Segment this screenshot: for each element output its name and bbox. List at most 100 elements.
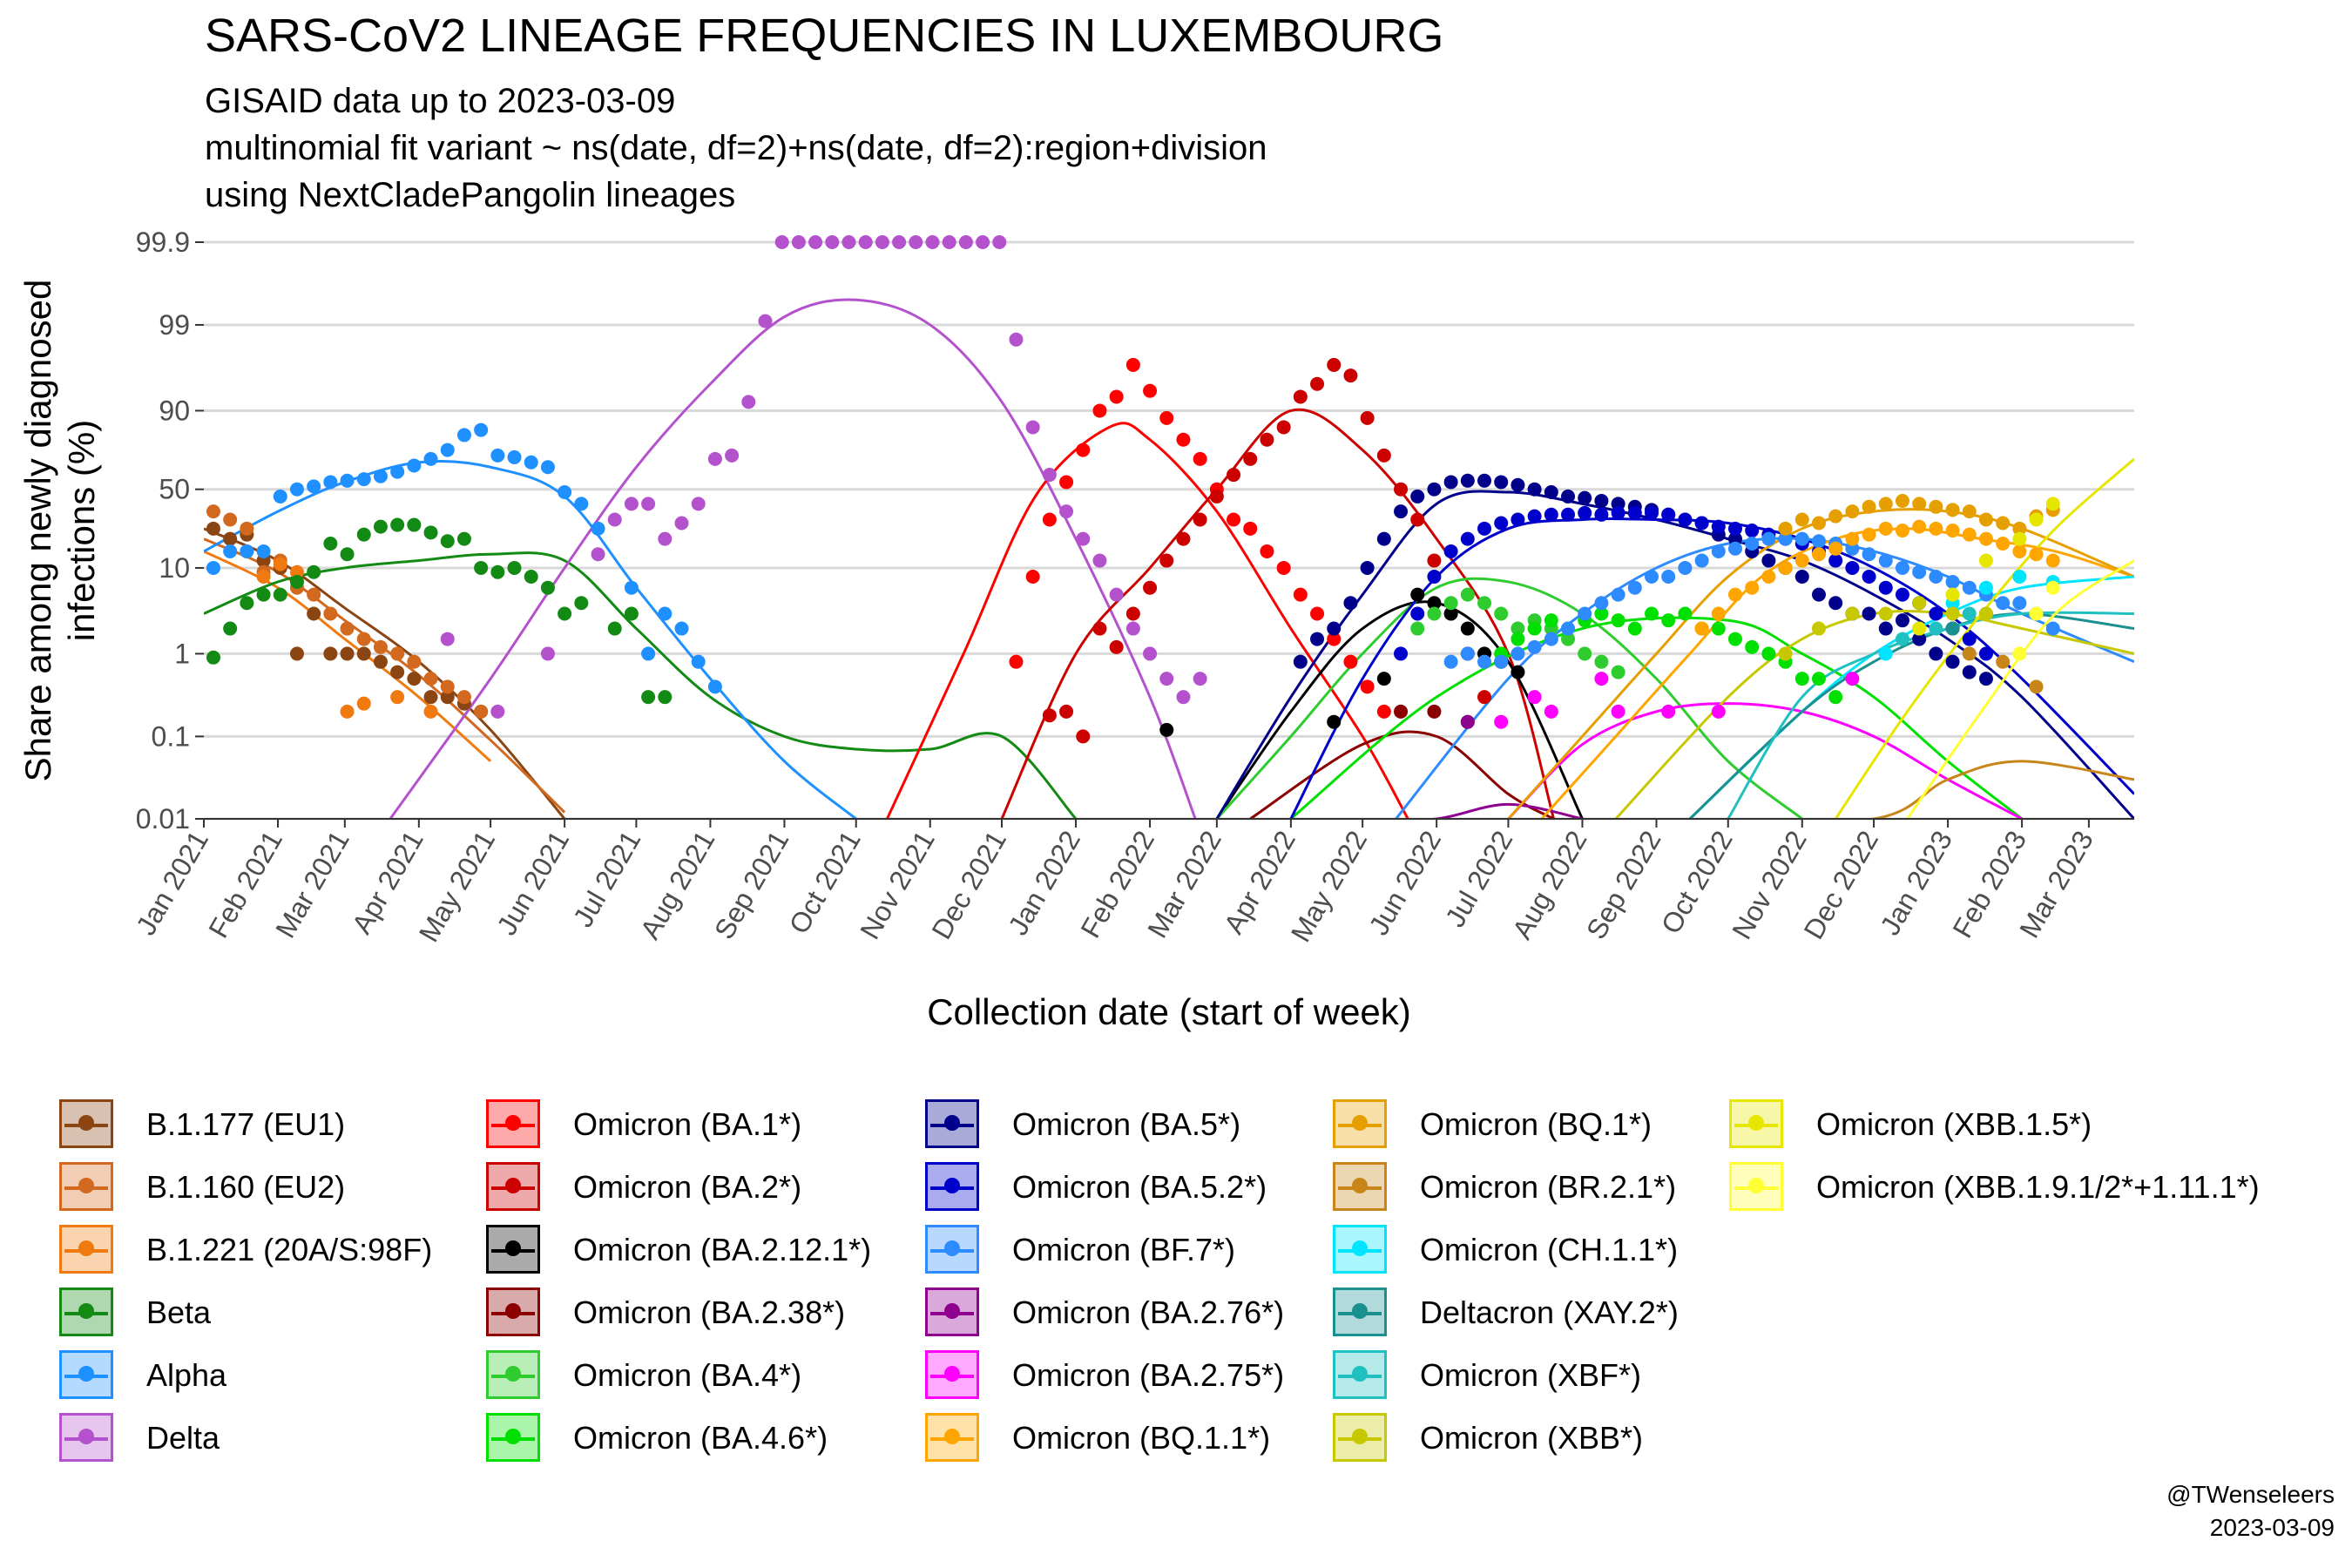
data-point-omicron-bf-7: [1996, 596, 2011, 611]
data-point-omicron-ba-2-12-1: [1460, 621, 1475, 636]
legend-key: [486, 1350, 540, 1399]
data-point-omicron-ba-2: [1293, 389, 1308, 404]
fit-line-omicron-ba-5-2: [1289, 517, 2134, 819]
data-point-delta: [490, 704, 505, 719]
data-point-delta: [1159, 672, 1174, 686]
data-point-omicron-ba-2-38: [1394, 704, 1409, 719]
data-point-omicron-ba-5-2: [1962, 632, 1977, 646]
legend-label: Beta: [146, 1294, 212, 1330]
fit-line-omicron-ba-4-6: [1289, 616, 2024, 819]
data-point-omicron-bq-1-1: [1711, 606, 1726, 621]
data-point-beta: [206, 650, 220, 665]
data-point-b-1-177-eu1: [440, 690, 455, 705]
data-point-omicron-bf-7: [1794, 531, 1809, 546]
data-point-omicron-bf-7: [1862, 547, 1876, 562]
y-tick-label: 90: [159, 395, 190, 426]
legend-item-omicron-ba-2-75: Omicron (BA.2.75*): [925, 1350, 1343, 1413]
data-point-omicron-ba-2-75: [1711, 704, 1726, 719]
data-point-omicron-ba-5: [1427, 482, 1442, 497]
legend-key: [925, 1162, 979, 1211]
legend-item-beta: Beta: [59, 1288, 477, 1350]
data-point-b-1-177-eu1: [206, 521, 220, 536]
data-point-omicron-ba-2-75: [1845, 672, 1860, 686]
chart-title: SARS-CoV2 LINEAGE FREQUENCIES IN LUXEMBO…: [205, 10, 1444, 62]
legend-key: [486, 1288, 540, 1336]
data-point-omicron-ba-5-2: [1394, 646, 1409, 661]
data-point-alpha: [624, 580, 639, 595]
x-axis-title: Collection date (start of week): [927, 991, 1411, 1032]
data-point-beta: [223, 621, 238, 636]
data-point-b-1-160-eu2: [206, 504, 220, 519]
legend-item-b-1-160-eu2: B.1.160 (EU2): [59, 1162, 477, 1225]
y-tick-label: 99.9: [136, 226, 190, 258]
legend-key: [1333, 1350, 1387, 1399]
legend-label: Alpha: [146, 1357, 227, 1393]
data-point-omicron-bf-7: [1627, 580, 1642, 595]
x-tick-label: Jul 2022: [1439, 826, 1519, 933]
legend-key-dot: [78, 1303, 94, 1319]
legend-label: Omicron (BQ.1.1*): [1012, 1420, 1271, 1456]
legend-item-alpha: Alpha: [59, 1350, 477, 1413]
data-point-omicron-bq-1: [1929, 499, 1943, 514]
legend-label: B.1.221 (20A/S:98F): [146, 1232, 433, 1267]
data-point-b-1-160-eu2: [340, 621, 355, 636]
legend-key: [1729, 1162, 1783, 1211]
data-point-delta: [758, 314, 773, 328]
data-point-omicron-bq-1-1: [1845, 531, 1860, 546]
legend-label: Omicron (BQ.1*): [1420, 1106, 1652, 1142]
data-point-omicron-ba-4-6: [1745, 639, 1760, 654]
x-tick-label: Oct 2022: [1655, 826, 1739, 939]
data-point-b-1-177-eu1: [223, 531, 238, 546]
data-point-omicron-ba-2-12-1: [1427, 596, 1442, 611]
data-point-omicron-ba-5-2: [1929, 606, 1943, 621]
legend-item-omicron-ba-1: Omicron (BA.1*): [486, 1099, 904, 1162]
x-tick-label: Aug 2021: [634, 826, 721, 945]
data-point-delta: [858, 235, 873, 249]
legend-label: B.1.177 (EU1): [146, 1106, 346, 1142]
legend-key-dot: [78, 1366, 94, 1382]
data-point-alpha: [206, 560, 220, 575]
data-point-omicron-ba-5: [1511, 477, 1525, 492]
data-point-omicron-ba-4-6: [1761, 646, 1776, 661]
data-point-omicron-ba-1: [1343, 654, 1358, 669]
y-tick-label: 1: [174, 638, 190, 669]
legend-label: Omicron (BA.2.38*): [573, 1294, 846, 1330]
data-point-b-1-160-eu2: [307, 587, 321, 602]
data-point-delta: [925, 235, 940, 249]
data-point-omicron-ba-4: [1561, 632, 1576, 646]
data-point-omicron-ba-5-2: [1410, 606, 1425, 621]
data-point-omicron-ba-2-75: [1544, 704, 1558, 719]
x-tick-label: Aug 2022: [1506, 826, 1593, 945]
data-point-omicron-bq-1: [1978, 512, 1993, 527]
data-point-omicron-ba-5: [1811, 587, 1826, 602]
data-point-omicron-ba-2-75: [1611, 704, 1625, 719]
legend-item-omicron-ba-2-76: Omicron (BA.2.76*): [925, 1288, 1343, 1350]
legend-key: [59, 1288, 113, 1336]
legend-key-dot: [944, 1366, 960, 1382]
legend-key-dot: [505, 1429, 521, 1444]
data-point-omicron-ba-4-6: [1511, 632, 1525, 646]
data-point-omicron-ba-5-2: [1494, 516, 1509, 531]
data-point-omicron-ba-2-12-1: [1443, 606, 1458, 621]
y-tick-label: 99: [159, 309, 190, 341]
data-point-omicron-xbb-1-9-1-2-1-11-1: [2012, 646, 2027, 661]
data-point-omicron-ba-5-2: [1627, 505, 1642, 520]
data-point-b-1-177-eu1: [340, 646, 355, 661]
legend-key: [59, 1350, 113, 1399]
data-point-omicron-ba-5: [1945, 654, 1960, 669]
legend-key: [486, 1225, 540, 1274]
data-point-omicron-ba-5: [1343, 596, 1358, 611]
legend-item-omicron-xbb: Omicron (XBB*): [1333, 1413, 1751, 1476]
x-tick-label: Apr 2021: [346, 826, 429, 939]
data-point-delta: [992, 235, 1007, 249]
data-point-alpha: [707, 679, 722, 694]
data-point-alpha: [423, 451, 438, 466]
data-point-omicron-ba-5: [1862, 606, 1876, 621]
data-point-alpha: [674, 621, 689, 636]
data-point-beta: [289, 574, 304, 589]
data-point-omicron-bq-1: [2012, 521, 2027, 536]
legend-key: [1729, 1099, 1783, 1148]
data-point-alpha: [256, 544, 271, 558]
fit-line-omicron-ba-2-75: [1507, 702, 2023, 819]
data-point-omicron-bf-7: [1878, 553, 1893, 568]
